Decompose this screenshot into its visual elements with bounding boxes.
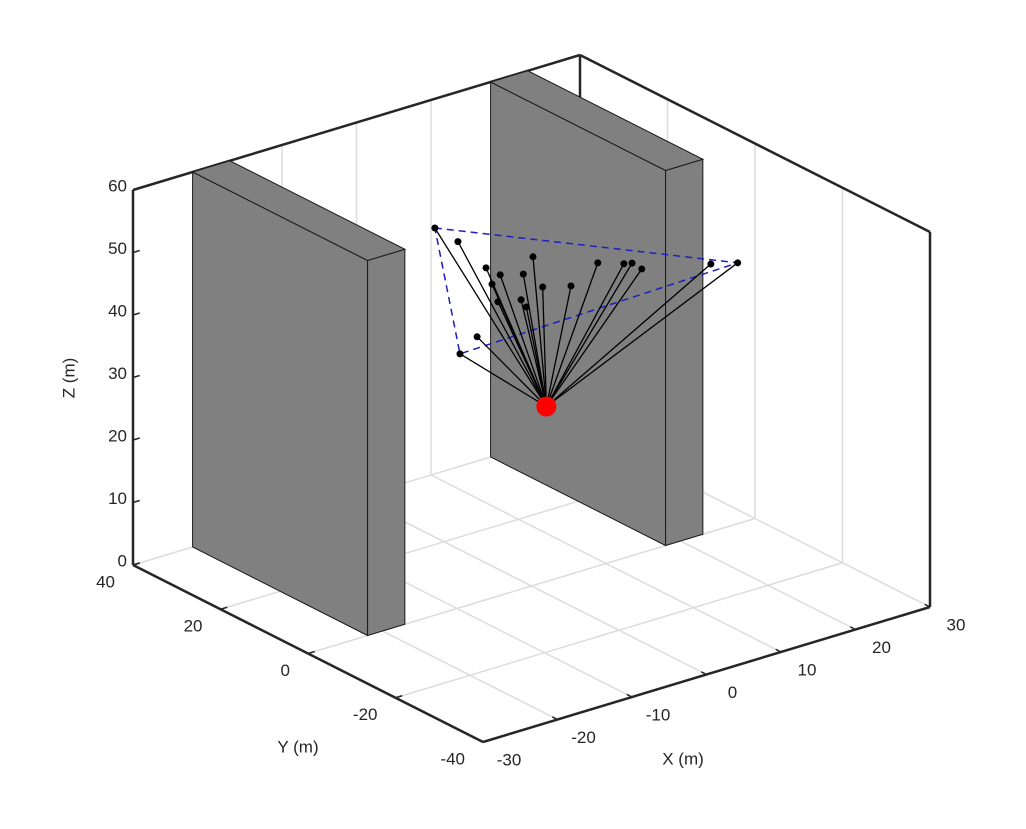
y-tick-label: 0	[281, 661, 290, 680]
x-tick-label: 0	[728, 683, 737, 702]
link	[434, 227, 547, 407]
obstacle-face	[191, 160, 407, 262]
point	[567, 282, 575, 290]
point	[620, 260, 628, 268]
y-tick-label: 40	[96, 572, 115, 591]
point	[473, 333, 481, 341]
z-tick	[132, 249, 140, 254]
link	[532, 256, 548, 407]
obstacle-face	[665, 158, 704, 547]
z-tick-label: 50	[108, 239, 127, 258]
z-tick	[132, 562, 140, 566]
z-tick-label: 0	[118, 551, 127, 570]
y-tick-label: 20	[184, 617, 203, 636]
point	[456, 350, 464, 358]
point	[454, 238, 462, 246]
z-tick	[132, 374, 140, 379]
point	[707, 260, 715, 268]
obstacle-face	[367, 248, 406, 637]
point	[594, 259, 602, 267]
x-tick	[775, 648, 782, 653]
x-tick	[700, 671, 707, 676]
link	[542, 286, 548, 407]
point	[628, 259, 636, 267]
x-axis-label: X (m)	[662, 749, 704, 768]
z-tick-label: 30	[108, 364, 127, 383]
point	[539, 283, 547, 291]
point	[482, 264, 490, 272]
axis-box-edge	[579, 53, 931, 234]
x-tick-label: -10	[646, 705, 671, 724]
obstacle-layer	[191, 70, 705, 637]
link	[499, 274, 548, 407]
data-layer	[431, 224, 742, 417]
link	[545, 285, 572, 407]
y-tick	[220, 606, 228, 610]
link	[545, 268, 643, 407]
z-tick	[132, 499, 140, 504]
link	[525, 306, 548, 407]
z-tick	[132, 312, 140, 316]
link	[545, 262, 633, 407]
link	[545, 263, 625, 407]
z-tick	[132, 187, 140, 191]
link	[476, 336, 547, 407]
x-tick	[477, 738, 484, 743]
x-tick-label: 10	[798, 660, 817, 679]
receiver	[536, 396, 557, 417]
x-tick-label: 30	[947, 615, 966, 634]
x-tick	[626, 693, 633, 698]
point	[734, 259, 742, 267]
z-tick	[132, 437, 140, 441]
x-tick-label: 20	[872, 638, 891, 657]
x-tick	[551, 716, 558, 721]
y-tick	[307, 650, 315, 655]
z-tick-label: 60	[108, 176, 127, 195]
point	[529, 253, 537, 261]
boundary	[433, 227, 738, 355]
x-tick	[924, 603, 931, 608]
x-tick-label: -20	[571, 728, 596, 747]
z-tick-label: 20	[108, 426, 127, 445]
point	[431, 224, 439, 232]
link	[546, 262, 739, 408]
y-axis-label: Y (m)	[277, 737, 318, 756]
point	[496, 271, 504, 279]
link	[545, 263, 712, 407]
grid-line	[395, 562, 843, 699]
y-tick	[395, 695, 403, 699]
link	[545, 262, 599, 407]
link	[497, 301, 547, 407]
y-tick-label: -20	[353, 705, 378, 724]
z-tick-label: 40	[108, 301, 127, 320]
y-tick-label: -40	[440, 749, 465, 768]
point	[517, 296, 525, 304]
y-tick	[482, 739, 490, 743]
point	[638, 265, 646, 273]
z-tick-label: 10	[108, 489, 127, 508]
point	[494, 298, 502, 306]
x-tick-label: -30	[497, 750, 522, 769]
x-tick	[849, 626, 856, 631]
point	[522, 303, 530, 311]
link	[459, 353, 547, 408]
point	[488, 280, 496, 288]
obstacle-face	[489, 70, 705, 172]
z-axis-label: Z (m)	[59, 358, 78, 399]
link	[457, 241, 547, 407]
point	[519, 270, 527, 278]
